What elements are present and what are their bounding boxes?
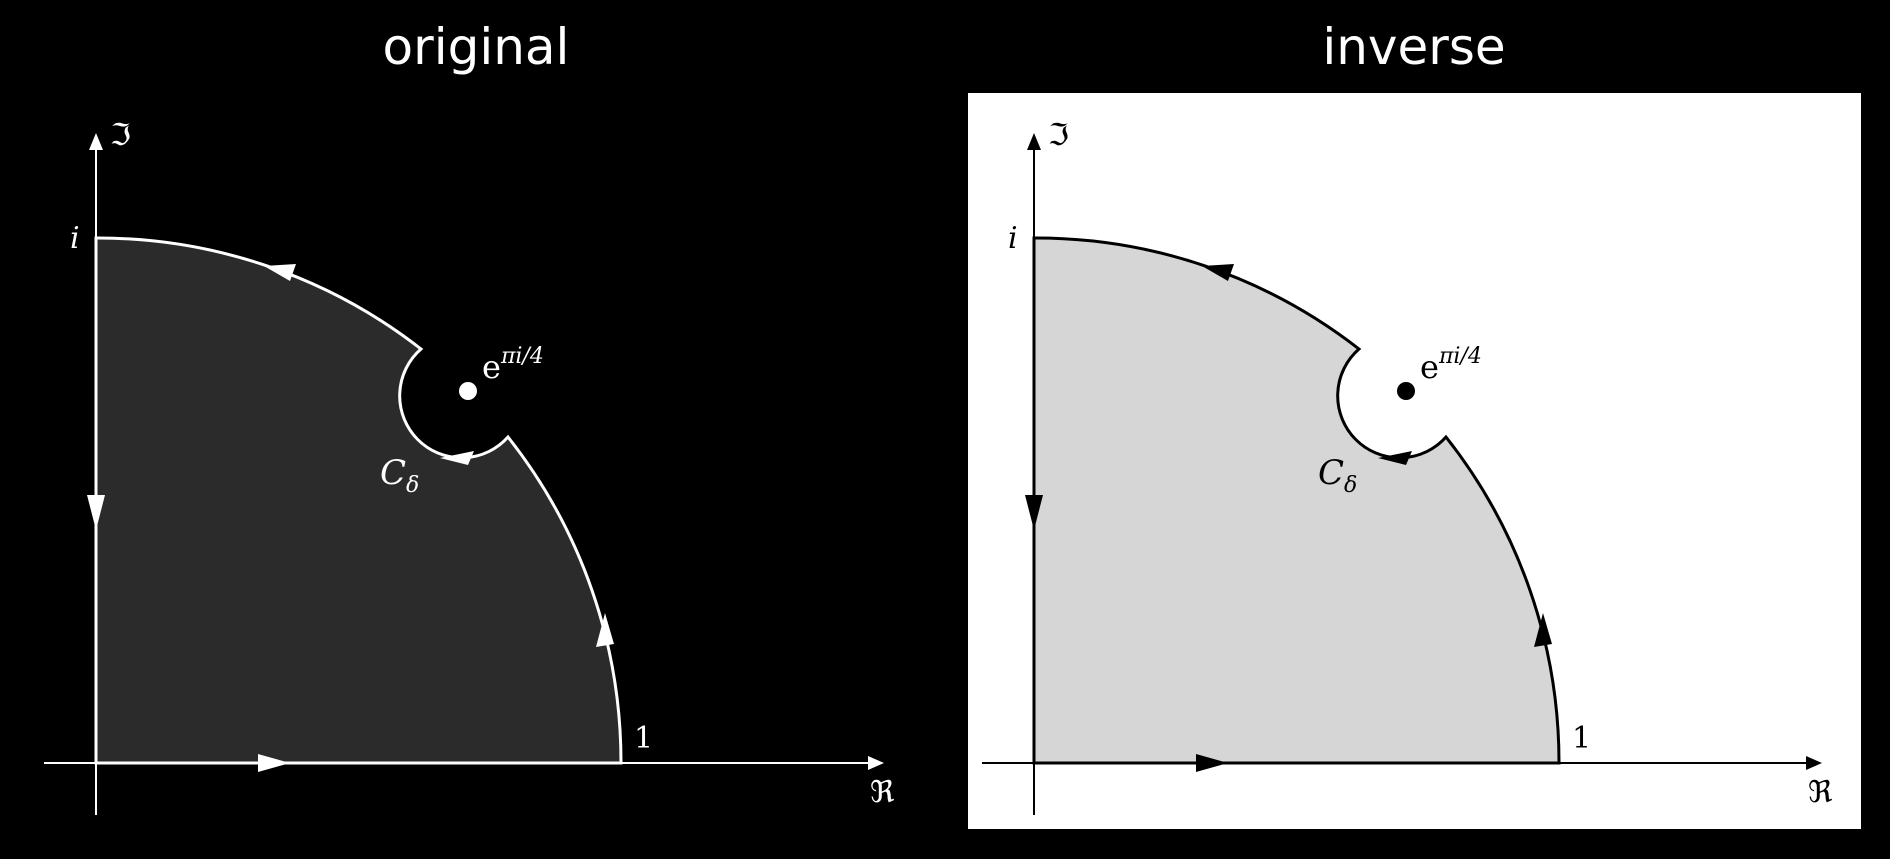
direction-arrow-bottom [1196,754,1228,772]
pole-label-base: e [482,348,501,386]
pole-label: eπi/4 [482,344,544,386]
i-label: i [70,221,80,256]
one-label: 1 [1572,721,1591,756]
direction-arrow-top-arc [1202,264,1234,281]
panel-inverse: ℑ ℜ i 1 eπi/4 Cδ [982,118,1833,815]
contour-label-base: C [1318,453,1344,493]
pole-dot [1397,382,1415,400]
real-axis-label: ℜ [870,775,895,810]
pole-label: eπi/4 [1420,344,1482,386]
direction-arrow-top-arc [264,264,296,281]
pole-label-exponent: πi/4 [500,344,544,369]
real-axis-arrowhead [868,756,884,770]
real-axis-label: ℜ [1808,775,1833,810]
imaginary-axis-label: ℑ [110,118,131,153]
direction-arrow-right-arc [596,613,614,647]
one-label: 1 [634,721,653,756]
contour-label: Cδ [1318,453,1357,498]
panel-title-original: original [382,18,570,76]
imaginary-axis-arrowhead [89,133,103,150]
i-label: i [1008,221,1018,256]
direction-arrow-right-arc [1534,613,1552,647]
real-axis-arrowhead [1806,756,1822,770]
panel-title-inverse: inverse [1322,18,1506,76]
contour-label: Cδ [380,453,419,498]
direction-arrow-left-axis [87,495,105,530]
region-fill [96,237,622,763]
pole-label-base: e [1420,348,1439,386]
contour-label-subscript: δ [1344,473,1357,498]
direction-arrow-small-circle [440,451,474,465]
direction-arrow-bottom [258,754,290,772]
imaginary-axis-arrowhead [1027,133,1041,150]
panel-original: ℑ ℜ i 1 eπi/4 Cδ [44,118,895,815]
imaginary-axis-label: ℑ [1048,118,1069,153]
contour-label-subscript: δ [406,473,419,498]
pole-dot [459,382,477,400]
direction-arrow-left-axis [1025,495,1043,530]
direction-arrow-small-circle [1378,451,1412,465]
region-fill [1034,237,1560,763]
contour-label-base: C [380,453,406,493]
pole-label-exponent: πi/4 [1438,344,1482,369]
